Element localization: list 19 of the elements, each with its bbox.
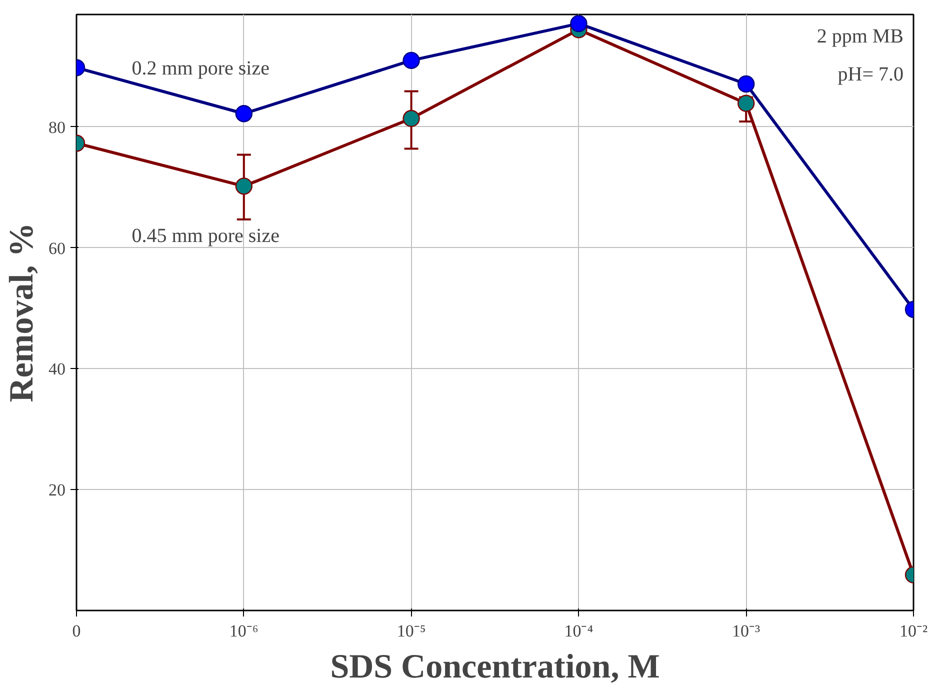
point bbox=[402, 110, 420, 128]
x-tick-label: 0 bbox=[72, 622, 81, 640]
y-tick-label: 20 bbox=[48, 480, 66, 500]
x-tick-label: 10⁻⁵ bbox=[396, 622, 426, 640]
annotation: 2 ppm MB bbox=[816, 26, 904, 48]
x-tick-label: 10⁻² bbox=[899, 622, 928, 640]
text: 0.45 mm pore size bbox=[132, 225, 280, 248]
x-tick-label: 10⁻⁴ bbox=[564, 622, 594, 640]
y-tick-label: 60 bbox=[48, 238, 66, 258]
annotation: pH= 7.0 bbox=[838, 64, 904, 86]
point bbox=[402, 52, 420, 70]
y-tick-label: 80 bbox=[48, 118, 66, 137]
y-tick-label: 40 bbox=[48, 360, 66, 379]
point bbox=[570, 14, 588, 32]
y-axis-title: Removal, % bbox=[4, 222, 40, 402]
x-tick-label: 10⁻³ bbox=[732, 622, 760, 640]
series-label: 0.2 mm pore size bbox=[132, 58, 270, 80]
x-tick-label: 10⁻⁶ bbox=[229, 622, 258, 640]
x-axis-title: SDS Concentration, M bbox=[330, 648, 660, 686]
